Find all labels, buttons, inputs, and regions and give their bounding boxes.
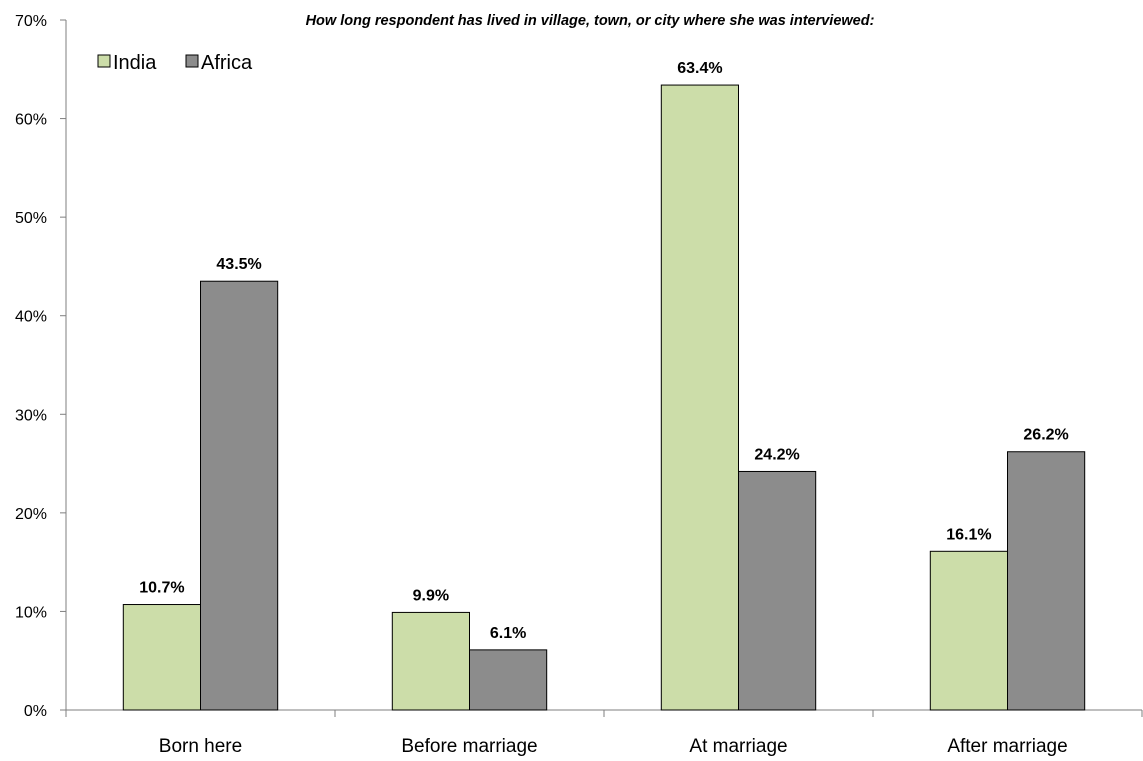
- data-labels: 10.7% 43.5% 9.9% 6.1% 63.4% 24.2% 16.1% 26.2%: [139, 60, 1069, 642]
- data-label-india-born-here: 10.7%: [139, 580, 184, 597]
- bar-africa-before-marriage: [469, 649, 548, 711]
- y-tick-label: 40%: [15, 309, 47, 326]
- data-label-africa-after-marriage: 26.2%: [1023, 427, 1068, 444]
- y-tick-label: 50%: [15, 210, 47, 227]
- y-tick-label: 0%: [24, 703, 47, 720]
- x-tick-label: Before marriage: [401, 736, 537, 757]
- bar-india-before-marriage: [391, 611, 470, 711]
- x-axis: [65, 709, 1143, 717]
- bar-africa-born-here: [200, 280, 279, 711]
- bar-india-born-here: [122, 604, 201, 711]
- y-tick-label: 10%: [15, 604, 47, 621]
- chart-title: How long respondent has lived in village…: [306, 13, 875, 29]
- x-tick-label: After marriage: [947, 736, 1067, 757]
- data-label-africa-before-marriage: 6.1%: [490, 625, 526, 642]
- data-label-india-after-marriage: 16.1%: [946, 526, 991, 543]
- data-label-india-at-marriage: 63.4%: [677, 60, 722, 77]
- x-tick-label: Born here: [159, 736, 242, 757]
- data-label-india-before-marriage: 9.9%: [413, 587, 449, 604]
- bar-africa-at-marriage: [738, 470, 817, 711]
- bars: [122, 84, 1086, 711]
- legend: India Africa: [97, 52, 253, 74]
- category-labels: Born here Before marriage At marriage After…: [159, 736, 1068, 757]
- data-label-africa-at-marriage: 24.2%: [754, 446, 799, 463]
- data-label-africa-born-here: 43.5%: [216, 256, 261, 273]
- y-tick-label: 20%: [15, 506, 47, 523]
- legend-label-india: India: [113, 52, 157, 74]
- bar-india-after-marriage: [929, 550, 1008, 711]
- bar-africa-after-marriage: [1007, 451, 1086, 711]
- legend-swatch-africa: [185, 54, 199, 68]
- y-tick-label: 60%: [15, 112, 47, 129]
- y-tick-label: 30%: [15, 407, 47, 424]
- y-tick-label: 70%: [15, 13, 47, 30]
- bar-india-at-marriage: [660, 84, 739, 711]
- legend-swatch-india: [97, 54, 111, 68]
- x-tick-label: At marriage: [689, 736, 787, 757]
- legend-label-africa: Africa: [201, 52, 253, 74]
- y-axis: 0% 10% 20% 30% 40% 50% 60% 70%: [15, 13, 67, 720]
